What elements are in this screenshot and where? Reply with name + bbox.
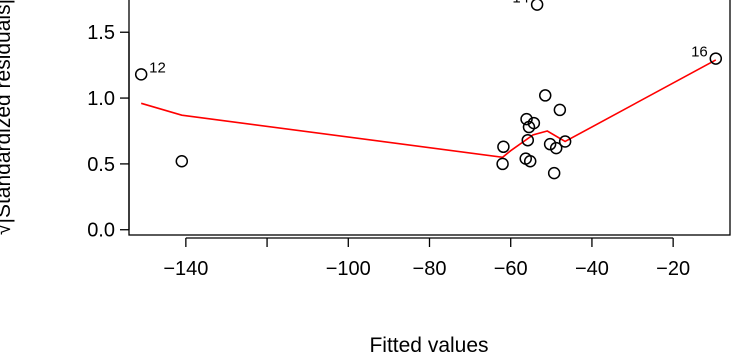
x-tick-label: −140 xyxy=(163,258,208,280)
data-point xyxy=(523,155,537,168)
data-point xyxy=(543,137,557,151)
x-tick-label: −100 xyxy=(326,258,371,280)
y-tick-label: 1.5 xyxy=(87,22,115,44)
point-label: 12 xyxy=(149,59,166,76)
point-label: 16 xyxy=(691,44,708,61)
y-axis-title: √|Standardized residuals| xyxy=(0,0,15,235)
x-axis-title: Fitted values xyxy=(369,334,488,357)
data-point xyxy=(547,166,561,180)
data-point xyxy=(538,89,552,102)
data-point xyxy=(549,141,563,155)
data-point xyxy=(496,157,509,171)
smooth-trend-line xyxy=(140,59,717,159)
plot-frame xyxy=(128,0,731,236)
data-point xyxy=(520,112,533,126)
data-point xyxy=(558,135,572,148)
data-point xyxy=(530,0,544,11)
x-axis: −140 −100 −80 −60 −40 −20 xyxy=(163,237,690,280)
data-point xyxy=(521,133,535,147)
y-tick-label: 1.0 xyxy=(87,88,115,110)
x-tick-label: −20 xyxy=(656,258,690,280)
data-point xyxy=(527,116,541,130)
data-point xyxy=(709,52,723,65)
point-labels: 12 14 16 xyxy=(149,0,708,76)
data-points xyxy=(134,0,723,180)
y-tick-label: 0.5 xyxy=(87,154,115,176)
data-point xyxy=(134,68,148,81)
y-axis: 0.0 0.5 1.0 1.5 xyxy=(87,22,130,242)
data-point xyxy=(497,140,510,154)
x-tick-label: −60 xyxy=(494,258,528,280)
y-tick-label: 0.0 xyxy=(87,220,115,242)
x-tick-label: −80 xyxy=(413,258,447,280)
x-tick-label: −40 xyxy=(575,258,609,280)
data-point xyxy=(553,103,567,117)
point-label: 14 xyxy=(512,0,529,7)
data-point xyxy=(175,155,189,168)
